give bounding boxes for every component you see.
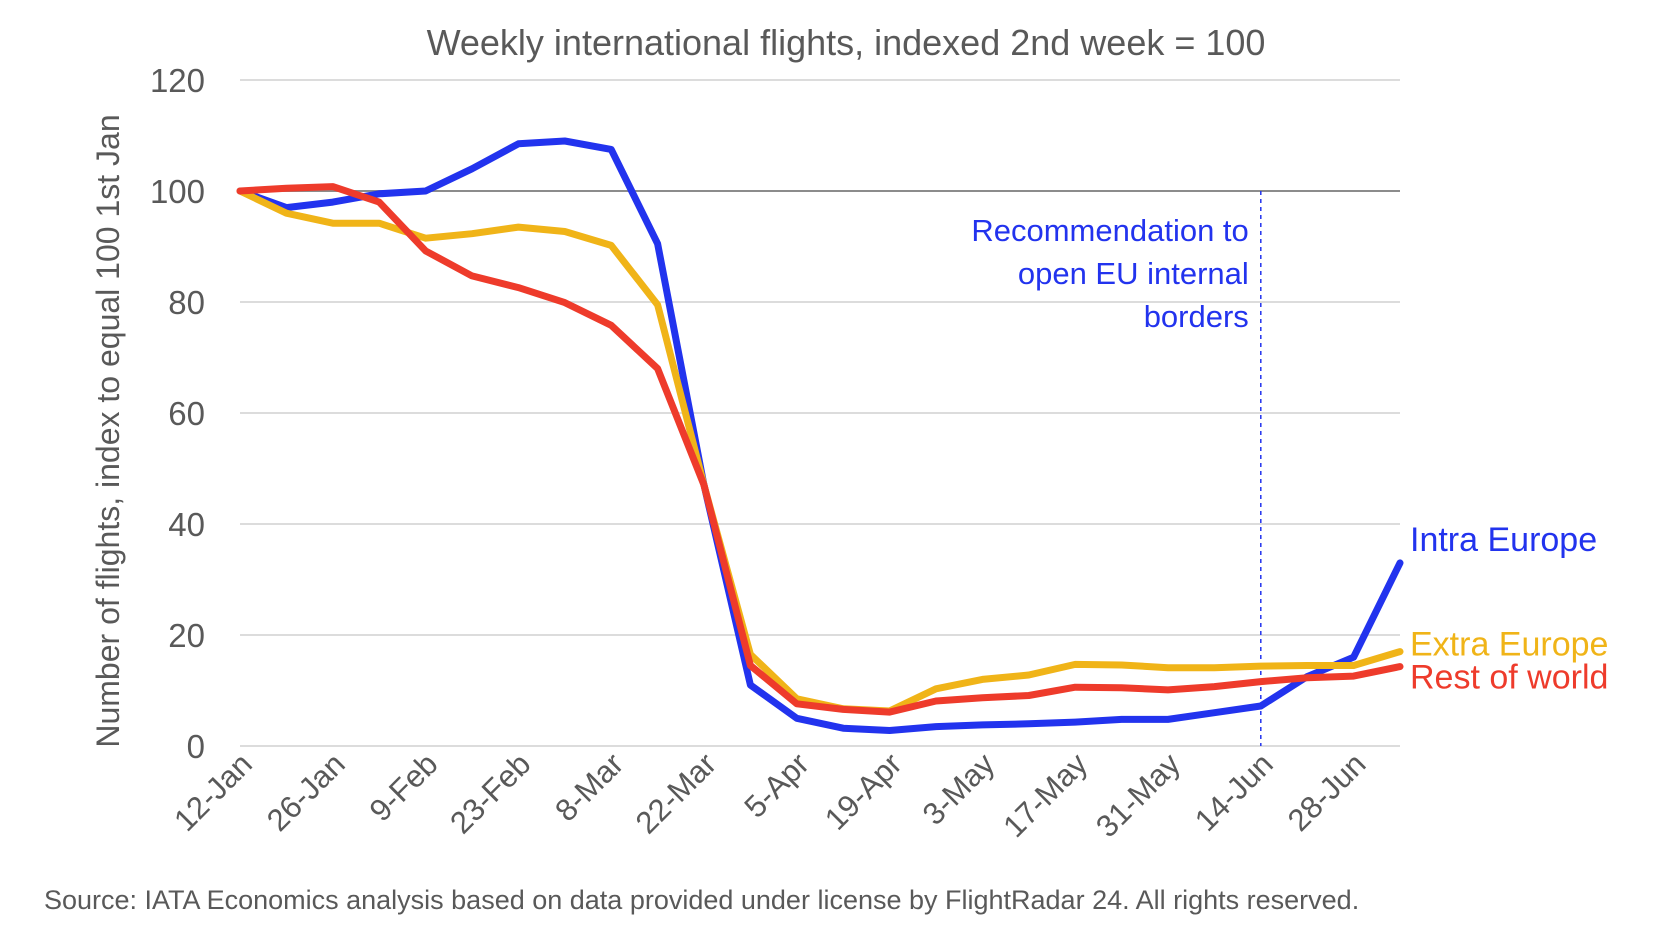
series-label-intra-europe: Intra Europe bbox=[1410, 521, 1597, 559]
annotation-text: Recommendation to bbox=[971, 213, 1248, 248]
y-tick-label: 120 bbox=[150, 62, 205, 99]
series-line-rest-of-world bbox=[236, 183, 1404, 716]
y-tick-label: 20 bbox=[168, 617, 205, 654]
annotation: Recommendation to open EU internal borders bbox=[971, 191, 1262, 746]
series-lines bbox=[236, 137, 1404, 734]
x-tick-label: 12-Jan bbox=[167, 746, 259, 838]
series-line-intra-europe bbox=[236, 137, 1404, 734]
source-note: Source: IATA Economics analysis based on… bbox=[44, 885, 1359, 915]
x-tick-label: 31-May bbox=[1089, 746, 1187, 844]
series-label-extra-europe: Extra Europe bbox=[1410, 626, 1608, 664]
y-axis-ticks: 0 20 40 60 80 100 120 bbox=[150, 62, 205, 765]
x-tick-label: 17-May bbox=[996, 746, 1094, 844]
x-tick-label: 19-Apr bbox=[818, 746, 909, 837]
y-tick-label: 0 bbox=[187, 728, 205, 765]
y-axis-title: Number of flights, index to equal 100 1s… bbox=[90, 114, 126, 747]
x-tick-label: 23-Feb bbox=[443, 746, 537, 840]
x-tick-label: 3-May bbox=[916, 746, 1002, 832]
x-tick-label: 5-Apr bbox=[737, 746, 815, 824]
x-tick-label: 28-Jun bbox=[1281, 746, 1373, 838]
x-tick-label: 14-Jun bbox=[1188, 746, 1280, 838]
x-tick-label: 8-Mar bbox=[548, 746, 630, 828]
annotation-text: open EU internal bbox=[1018, 256, 1249, 291]
x-tick-label: 26-Jan bbox=[260, 746, 352, 838]
x-tick-label: 22-Mar bbox=[629, 746, 723, 840]
gridlines bbox=[240, 79, 1400, 747]
annotation-text: borders bbox=[1144, 299, 1249, 334]
y-tick-label: 80 bbox=[168, 284, 205, 321]
y-tick-label: 60 bbox=[168, 395, 205, 432]
chart-title: Weekly international flights, indexed 2n… bbox=[427, 22, 1266, 63]
series-label-rest-of-world: Rest of world bbox=[1410, 659, 1608, 697]
y-tick-label: 100 bbox=[150, 173, 205, 210]
y-tick-label: 40 bbox=[168, 506, 205, 543]
x-tick-label: 9-Feb bbox=[363, 746, 445, 828]
